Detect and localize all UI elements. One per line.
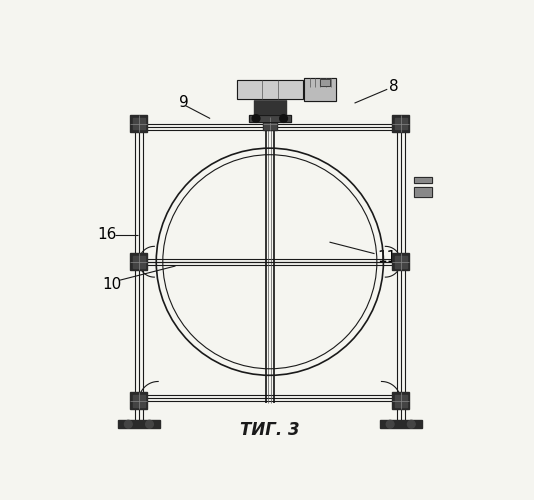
Bar [237,80,303,99]
Circle shape [124,420,132,428]
Bar [249,116,291,121]
Text: 8: 8 [389,80,399,94]
Circle shape [407,420,415,428]
Bar [254,100,286,116]
Bar [304,78,336,101]
Bar [392,392,409,409]
Bar [130,254,147,270]
Text: 16: 16 [97,226,117,242]
Bar [133,395,145,406]
Circle shape [386,420,394,428]
Bar [414,187,431,196]
Bar [395,256,406,268]
Bar [130,392,147,409]
Bar [130,115,147,132]
Bar [133,256,145,268]
Bar [395,118,406,130]
Bar [264,118,276,130]
Bar [263,116,277,130]
Text: 10: 10 [103,276,122,291]
Bar [133,118,145,130]
Text: 9: 9 [179,95,189,110]
Bar [414,177,431,183]
Bar [395,395,406,406]
Bar [249,116,291,121]
Bar [414,177,431,183]
Circle shape [280,114,287,122]
Bar [380,420,422,428]
Bar [414,187,431,196]
Bar [392,254,409,270]
Bar [320,79,329,86]
Text: ΤИГ. 3: ΤИГ. 3 [240,420,300,438]
Circle shape [146,420,153,428]
Bar [118,420,160,428]
Circle shape [252,114,260,122]
Bar [237,80,303,99]
Text: 11: 11 [377,250,396,264]
Bar [320,79,329,86]
Bar [304,78,336,101]
Bar [392,115,409,132]
